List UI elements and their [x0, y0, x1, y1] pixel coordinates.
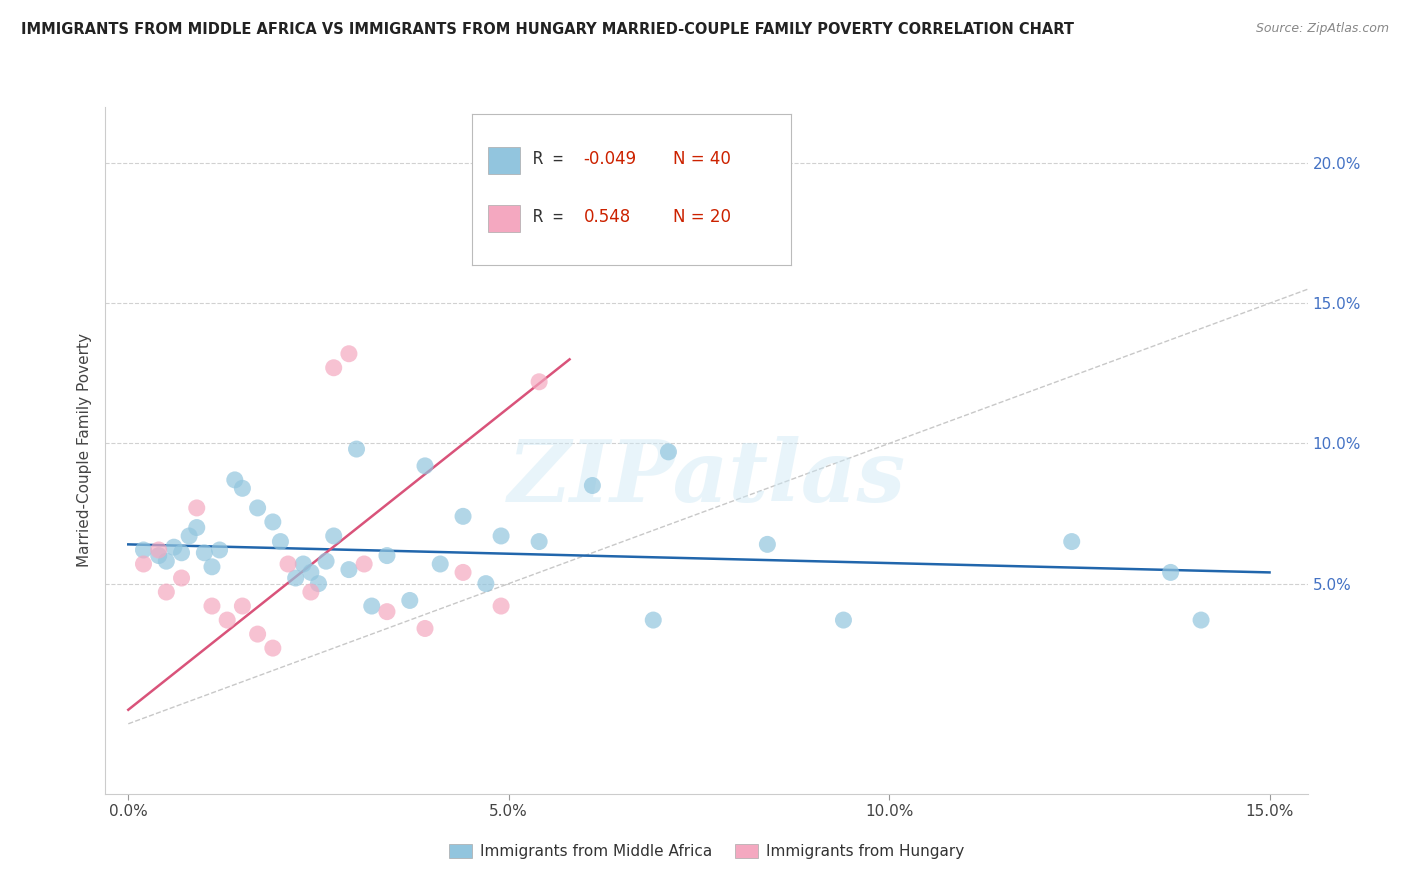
Point — [217, 613, 239, 627]
Point — [277, 557, 299, 571]
Point — [231, 481, 253, 495]
Point — [132, 557, 155, 571]
Point — [208, 543, 231, 558]
Point — [413, 622, 436, 636]
Y-axis label: Married-Couple Family Poverty: Married-Couple Family Poverty — [76, 334, 91, 567]
Point — [375, 549, 398, 563]
Point — [429, 557, 451, 571]
Point — [148, 549, 170, 563]
Point — [337, 347, 360, 361]
Point — [299, 566, 322, 580]
Text: IMMIGRANTS FROM MIDDLE AFRICA VS IMMIGRANTS FROM HUNGARY MARRIED-COUPLE FAMILY P: IMMIGRANTS FROM MIDDLE AFRICA VS IMMIGRA… — [21, 22, 1074, 37]
Point — [231, 599, 253, 613]
Point — [299, 585, 322, 599]
Point — [308, 576, 330, 591]
Point — [353, 557, 375, 571]
Point — [269, 534, 291, 549]
Point — [475, 576, 498, 591]
Point — [1160, 566, 1182, 580]
Point — [756, 537, 779, 551]
Point — [246, 627, 269, 641]
Point — [201, 599, 224, 613]
Point — [451, 566, 474, 580]
Point — [132, 543, 155, 558]
Point — [527, 375, 550, 389]
Text: Source: ZipAtlas.com: Source: ZipAtlas.com — [1256, 22, 1389, 36]
Point — [337, 563, 360, 577]
Point — [346, 442, 368, 456]
Point — [375, 605, 398, 619]
Point — [657, 445, 679, 459]
Point — [262, 515, 284, 529]
Point — [398, 593, 420, 607]
Point — [186, 520, 208, 534]
Point — [163, 540, 186, 554]
Point — [170, 571, 193, 585]
Point — [179, 529, 201, 543]
Point — [262, 641, 284, 656]
Point — [292, 557, 315, 571]
Point — [155, 585, 177, 599]
Point — [193, 546, 215, 560]
Point — [581, 478, 603, 492]
Point — [155, 554, 177, 568]
Point — [170, 546, 193, 560]
Point — [1189, 613, 1212, 627]
Point — [246, 500, 269, 515]
Point — [360, 599, 382, 613]
Text: ZIPatlas: ZIPatlas — [508, 436, 905, 520]
Point — [527, 534, 550, 549]
Point — [315, 554, 337, 568]
Point — [201, 559, 224, 574]
Point — [224, 473, 246, 487]
Point — [322, 529, 344, 543]
Point — [832, 613, 855, 627]
Point — [643, 613, 665, 627]
Point — [489, 599, 512, 613]
Point — [322, 360, 344, 375]
Legend: Immigrants from Middle Africa, Immigrants from Hungary: Immigrants from Middle Africa, Immigrant… — [443, 838, 970, 865]
Point — [489, 529, 512, 543]
Point — [186, 500, 208, 515]
Point — [451, 509, 474, 524]
Point — [284, 571, 307, 585]
Point — [413, 458, 436, 473]
Point — [1060, 534, 1083, 549]
Point — [148, 543, 170, 558]
